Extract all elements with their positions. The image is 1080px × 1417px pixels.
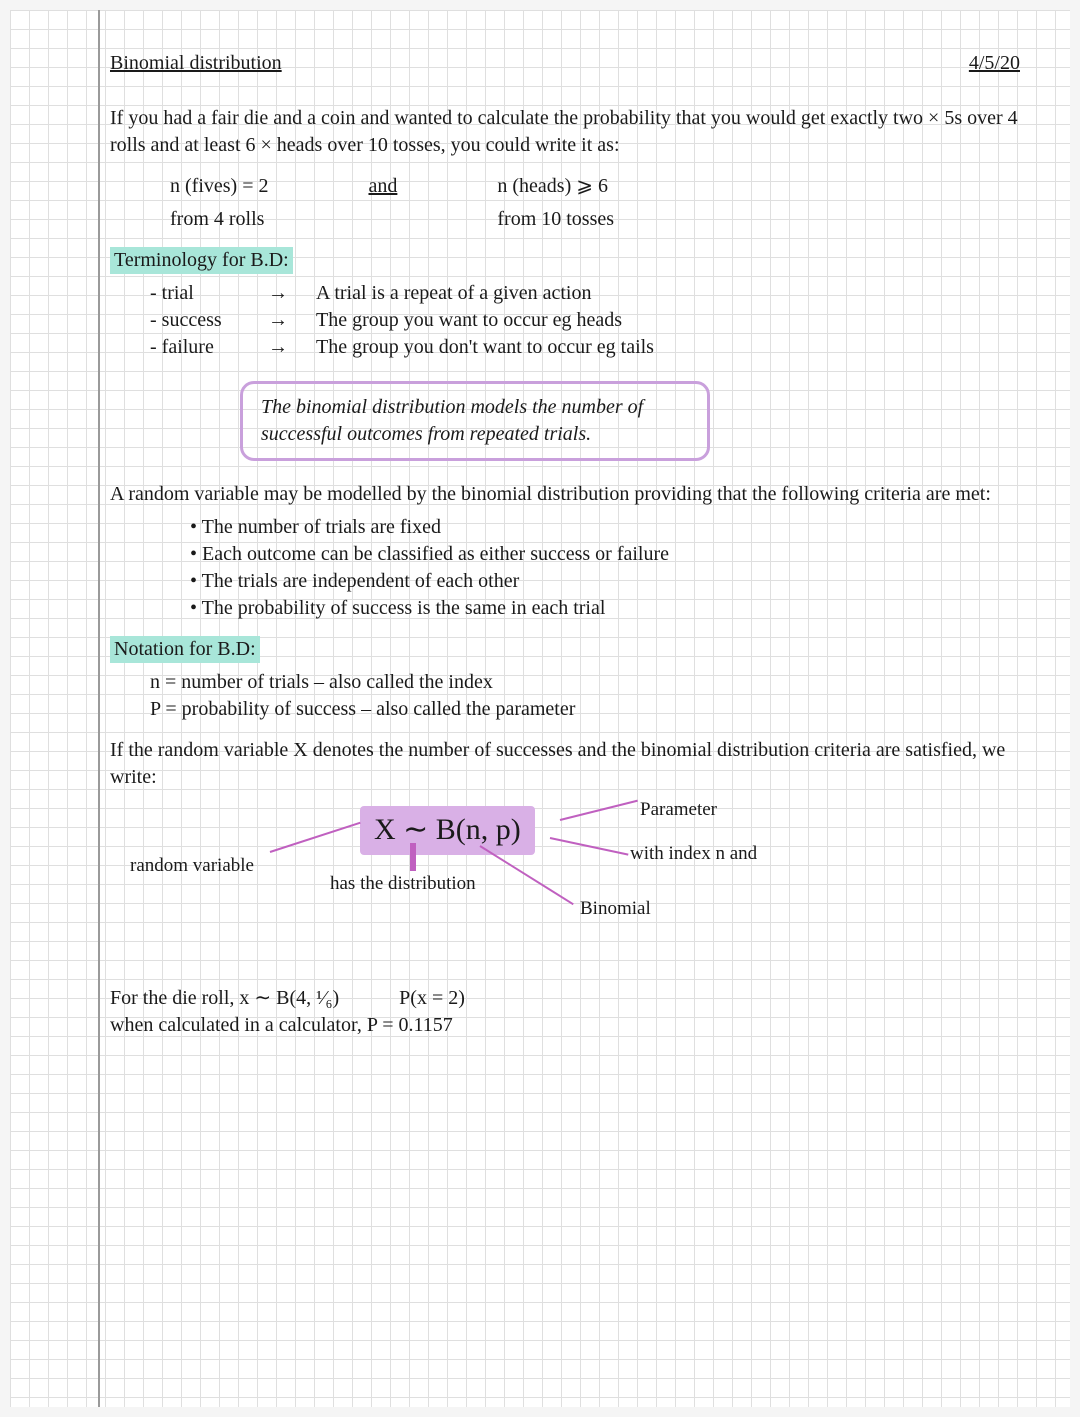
term-def: A trial is a repeat of a given action	[316, 280, 591, 307]
ann-line	[270, 822, 361, 853]
terminology-heading: Terminology for B.D:	[110, 247, 1020, 274]
notation-p: P = probability of success – also called…	[150, 696, 1020, 723]
term-def: The group you want to occur eg heads	[316, 307, 622, 334]
criteria-item: The number of trials are fixed	[190, 514, 1020, 541]
page-content: Binomial distribution 4/5/20 If you had …	[110, 50, 1020, 1039]
criteria-list: The number of trials are fixed Each outc…	[190, 514, 1020, 622]
term-def: The group you don't want to occur eg tai…	[316, 334, 654, 361]
term-name: - success	[150, 307, 250, 334]
page-title: Binomial distribution	[110, 50, 282, 77]
term-name: - trial	[150, 280, 250, 307]
criteria-item: Each outcome can be classified as either…	[190, 541, 1020, 568]
conditions-row: n (fives) = 2 from 4 rolls and n (heads)…	[170, 173, 1020, 233]
callout-text: The binomial distribution models the num…	[261, 396, 643, 445]
cond-left-sub: from 4 rolls	[170, 206, 268, 233]
criteria-item: The probability of success is the same i…	[190, 595, 1020, 622]
ann-random-variable: random variable	[130, 853, 254, 879]
formula-diagram: X ∼ B(n, p) Parameter with index n and r…	[110, 801, 1020, 971]
term-name: - failure	[150, 334, 250, 361]
cond-left: n (fives) = 2 from 4 rolls	[170, 173, 268, 233]
arrow-icon: →	[268, 334, 298, 361]
ann-has-dist: has the distribution	[330, 871, 476, 897]
notation-intro: If the random variable X denotes the num…	[110, 737, 1020, 791]
callout-box: The binomial distribution models the num…	[240, 381, 710, 461]
ann-index: with index n and	[630, 841, 757, 867]
cond-right-expr: n (heads) ⩾ 6	[497, 173, 614, 200]
ann-line	[560, 800, 638, 821]
criteria-intro: A random variable may be modelled by the…	[110, 481, 1020, 508]
notebook-page: Binomial distribution 4/5/20 If you had …	[10, 10, 1070, 1407]
notation-heading: Notation for B.D:	[110, 636, 1020, 663]
example-block: For the die roll, x ∼ B(4, ¹⁄₆) P(x = 2)…	[110, 985, 1020, 1039]
example-line1a: For the die roll, x ∼ B(4, ¹⁄₆)	[110, 985, 339, 1012]
criteria-item: The trials are independent of each other	[190, 568, 1020, 595]
cond-left-expr: n (fives) = 2	[170, 173, 268, 200]
formula-expression: X ∼ B(n, p)	[360, 806, 535, 855]
term-row-trial: - trial → A trial is a repeat of a given…	[150, 280, 1020, 307]
cond-right: n (heads) ⩾ 6 from 10 tosses	[497, 173, 614, 233]
terminology-table: - trial → A trial is a repeat of a given…	[150, 280, 1020, 361]
term-row-success: - success → The group you want to occur …	[150, 307, 1020, 334]
example-line1b: P(x = 2)	[399, 985, 465, 1012]
arrow-icon: →	[268, 307, 298, 334]
cond-and: and	[368, 173, 397, 200]
intro-paragraph: If you had a fair die and a coin and wan…	[110, 105, 1020, 159]
header-row: Binomial distribution 4/5/20	[110, 50, 1020, 77]
notation-n: n = number of trials – also called the i…	[150, 669, 1020, 696]
ann-parameter: Parameter	[640, 797, 717, 823]
margin-line	[98, 10, 100, 1407]
arrow-icon: →	[268, 280, 298, 307]
cond-right-sub: from 10 tosses	[497, 206, 614, 233]
ann-line	[410, 843, 416, 871]
ann-line	[550, 837, 629, 856]
notation-heading-text: Notation for B.D:	[110, 636, 260, 663]
terminology-heading-text: Terminology for B.D:	[110, 247, 293, 274]
example-line2: when calculated in a calculator, P = 0.1…	[110, 1012, 1020, 1039]
page-date: 4/5/20	[969, 50, 1020, 77]
ann-binomial: Binomial	[580, 896, 651, 922]
term-row-failure: - failure → The group you don't want to …	[150, 334, 1020, 361]
